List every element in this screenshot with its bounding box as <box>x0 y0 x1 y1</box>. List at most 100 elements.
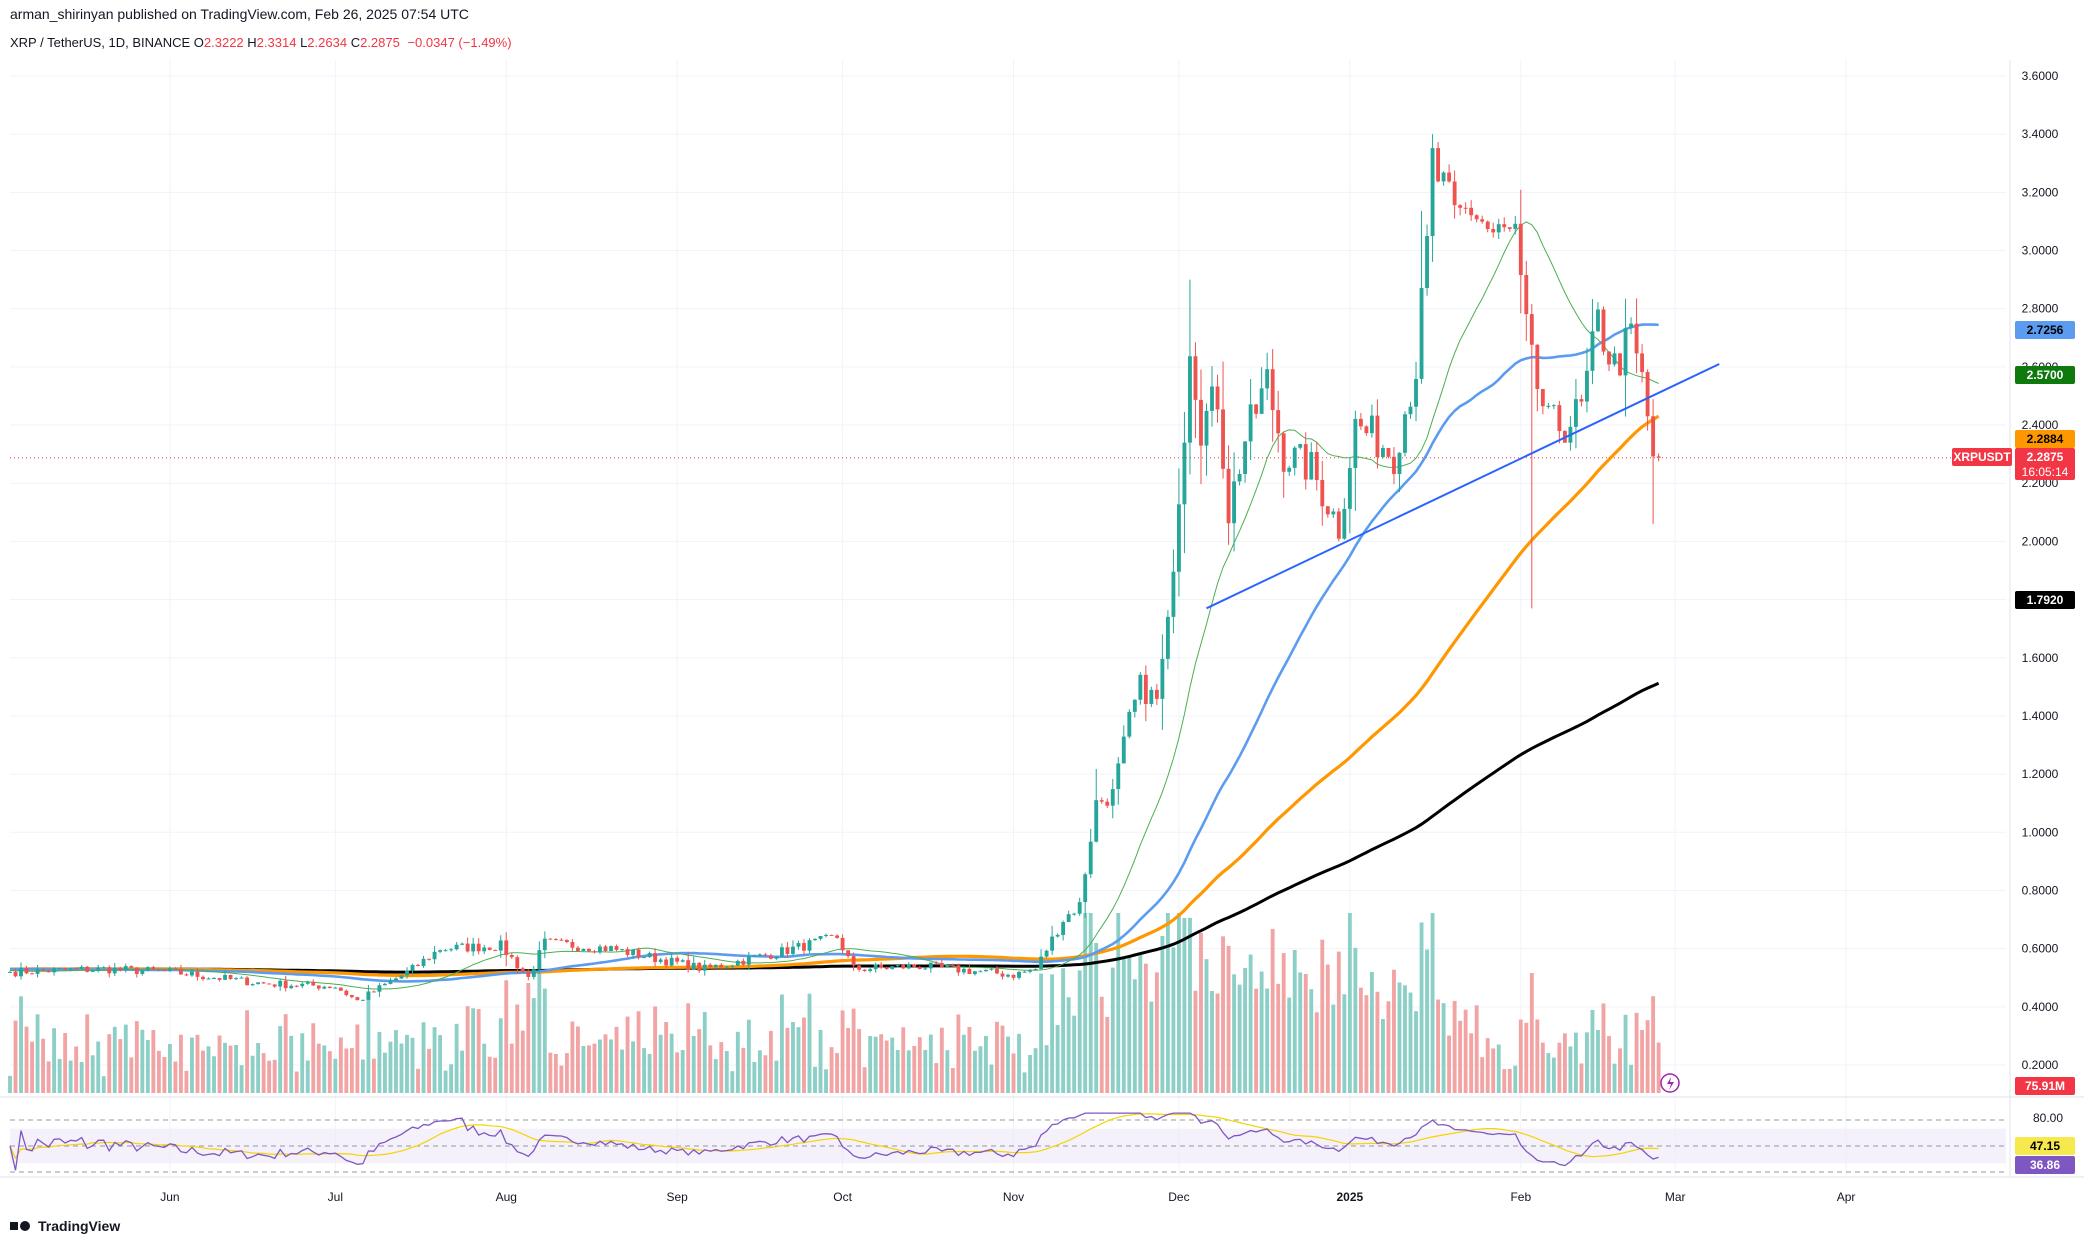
volume-bar <box>995 1021 999 1093</box>
candle-body <box>360 999 365 1001</box>
candle-body <box>884 967 889 969</box>
volume-bar <box>647 1053 652 1093</box>
volume-bar <box>1568 1046 1573 1093</box>
candle-body <box>1215 386 1220 410</box>
volume-bar <box>730 1071 735 1093</box>
time-tick-label: Mar <box>1665 1190 1686 1204</box>
candle-body <box>735 960 740 966</box>
volume-bar <box>1176 913 1181 1093</box>
candle-body <box>1513 223 1518 229</box>
volume-bar <box>542 988 547 1093</box>
volume-bar <box>129 1057 134 1093</box>
volume-badge-text: 75.91M <box>2025 1079 2065 1093</box>
candle <box>1050 925 1055 955</box>
candle-body <box>669 957 674 966</box>
volume-bar <box>300 1033 305 1093</box>
candle <box>520 966 525 973</box>
candle <box>1127 709 1132 739</box>
candle <box>1061 920 1066 941</box>
candle <box>349 994 354 999</box>
candle-body <box>757 954 762 956</box>
candle-body <box>631 949 635 955</box>
close-value: 2.2875 <box>360 35 400 50</box>
candle-body <box>1557 405 1562 432</box>
volume-bar <box>63 1033 68 1093</box>
candle <box>1044 949 1049 958</box>
volume-bar <box>1000 1025 1005 1093</box>
volume-bar <box>691 1035 696 1093</box>
volume-bar <box>1507 1068 1512 1093</box>
candle <box>1055 933 1060 938</box>
candle <box>85 965 90 973</box>
volume-bar <box>410 1037 415 1093</box>
volume-bar <box>609 1039 613 1093</box>
candle <box>421 955 426 968</box>
volume-bar <box>1640 1029 1645 1093</box>
volume-bar <box>939 1027 944 1093</box>
candle-body <box>934 962 939 964</box>
volume-bar <box>482 1043 487 1093</box>
candle-body <box>818 936 823 939</box>
candle <box>201 975 205 981</box>
candle-body <box>57 968 62 970</box>
candle-body <box>1193 356 1198 400</box>
candle-body <box>74 968 79 970</box>
volume-bar <box>1149 1001 1154 1093</box>
candle-body <box>978 971 983 973</box>
candle <box>1309 442 1314 480</box>
candle <box>1491 222 1496 238</box>
trendline[interactable] <box>1206 363 1720 610</box>
candle <box>167 966 172 972</box>
candle <box>868 967 873 973</box>
candle <box>1629 317 1633 335</box>
ma100-line <box>9 414 1660 978</box>
volume-bar <box>1518 1019 1523 1093</box>
high-value: 2.3314 <box>256 35 297 50</box>
volume-bar <box>1452 1000 1457 1093</box>
candle-body <box>939 963 944 967</box>
volume-bar <box>13 1020 18 1093</box>
candle <box>741 958 746 967</box>
volume-bar <box>1408 992 1413 1093</box>
candle <box>1469 200 1474 221</box>
volume-bar <box>1287 997 1292 1093</box>
time-axis[interactable]: Jun Jul Aug Sep Oct Nov Dec 2025 Feb Mar Apr <box>160 1190 1855 1204</box>
candle <box>1243 441 1248 483</box>
candle <box>24 965 29 975</box>
candle <box>90 969 95 972</box>
volume-bar <box>140 1029 145 1093</box>
volume-bar <box>1132 979 1137 1093</box>
candle <box>829 934 834 937</box>
volume-bar <box>680 1050 685 1093</box>
price-axis[interactable]: 0.2000 0.4000 0.6000 0.8000 1.0000 1.2000 1.40… <box>2022 69 2059 1072</box>
candle <box>471 937 476 957</box>
candle-body <box>995 968 999 974</box>
candle-body <box>8 971 12 973</box>
candle <box>449 948 454 952</box>
candle <box>333 986 338 989</box>
candle <box>1397 452 1402 493</box>
volume-bar <box>664 1021 669 1093</box>
candle-body <box>1336 511 1341 539</box>
candle-body <box>1204 410 1209 446</box>
candle-body <box>261 982 266 984</box>
volume-bar <box>625 1016 630 1093</box>
candle-body <box>112 967 117 974</box>
candle-body <box>587 948 591 952</box>
tradingview-footer[interactable]: TradingView <box>10 1218 120 1234</box>
candle <box>1513 216 1518 235</box>
candle-body <box>1524 275 1529 315</box>
candle-body <box>1618 353 1622 376</box>
candle <box>1221 361 1225 479</box>
candle <box>1557 400 1562 444</box>
symbol-name[interactable]: XRP / TetherUS, 1D, BINANCE <box>10 35 191 50</box>
volume-bar <box>1607 1036 1611 1093</box>
candle <box>454 941 459 951</box>
candle <box>675 955 680 965</box>
candle <box>371 990 376 993</box>
candle-body <box>1237 473 1242 482</box>
candle-body <box>79 966 84 969</box>
candle <box>504 932 509 967</box>
alert-icon[interactable] <box>1660 1073 1680 1093</box>
